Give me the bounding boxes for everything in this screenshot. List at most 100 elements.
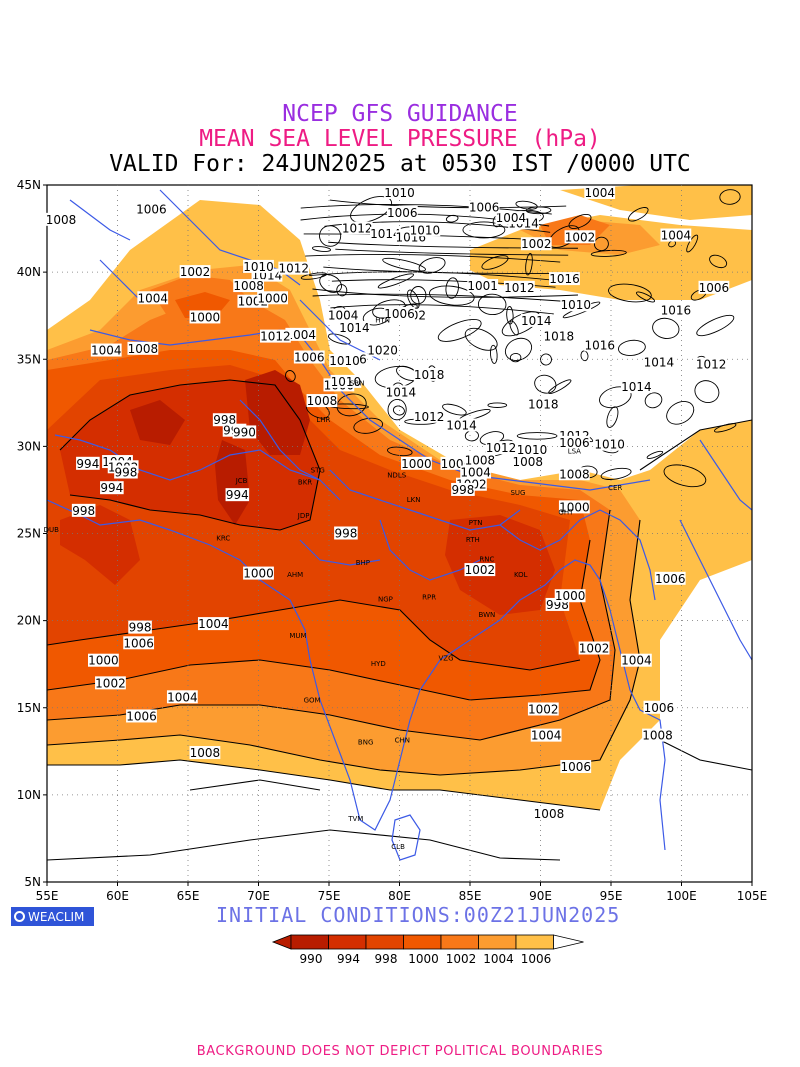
contour-label: 1010	[409, 223, 441, 237]
contour-label: 1004	[620, 653, 652, 668]
plateau-contour	[445, 277, 459, 299]
contour-label-text: 1008	[307, 394, 338, 408]
contour-label-box	[643, 700, 675, 714]
lon-tick-label: 55E	[36, 889, 59, 903]
contour-label-text: 1006	[560, 760, 591, 774]
contour-label-text: 994	[226, 488, 249, 502]
contour-label: 1006	[654, 571, 686, 586]
contour-label-box	[45, 212, 77, 226]
contour-label: 1004	[460, 465, 492, 480]
contour-label-box	[554, 589, 586, 603]
contour-label-box	[643, 355, 675, 369]
city-label: HYD	[371, 660, 386, 668]
contour-label-text: 1004	[328, 309, 359, 323]
city-label: KOL	[514, 571, 528, 579]
contour-label-text: 1008	[559, 467, 590, 481]
contour-label: 1001	[467, 279, 499, 293]
contour-label-text: 998	[334, 527, 357, 541]
map-title: NCEP GFS GUIDANCE	[282, 101, 518, 127]
mountain-contour	[305, 253, 561, 263]
legend-label: 994	[337, 952, 360, 966]
contour-label: 1006	[468, 200, 500, 215]
contour-label-text: 994	[76, 457, 99, 471]
contour-label-box	[100, 481, 124, 495]
contour-label: 1018	[413, 367, 445, 382]
contour-label: 1012	[485, 441, 517, 455]
contour-label-text: 1014	[644, 356, 675, 370]
mountain-contour	[335, 248, 569, 256]
legend-label: 998	[375, 952, 398, 966]
contour-label-text: 1008	[233, 279, 264, 293]
contour-label: 1016	[660, 303, 692, 317]
contour-label-box	[401, 456, 432, 470]
plateau-contour	[694, 380, 720, 403]
plateau-contour	[350, 196, 393, 223]
contour-label-box	[558, 467, 590, 481]
contour-label: 1000	[554, 589, 586, 603]
contour-label-text: 1012	[342, 222, 373, 236]
city-label: SUG	[510, 489, 525, 497]
contour-label-text: 1006	[387, 206, 418, 220]
city-label: LKN	[407, 496, 421, 504]
contour-label-box	[620, 653, 652, 667]
contour-label: 1006	[126, 709, 157, 723]
legend-label: 990	[300, 952, 323, 966]
plateau-contour	[382, 257, 427, 272]
contour-label-box	[189, 310, 221, 324]
lon-tick-label: 90E	[529, 889, 552, 903]
boundary-disclaimer: BACKGROUND DOES NOT DEPICT POLITICAL BOU…	[196, 1044, 604, 1059]
mountain-contour	[329, 199, 567, 209]
city-label: RPR	[422, 594, 436, 602]
contour-label-text: 1008	[513, 455, 544, 469]
contour-label: 998	[71, 504, 96, 518]
contour-label-text: 1014	[521, 314, 552, 328]
contour-label: 998	[334, 526, 358, 541]
contour-label-text: 1006	[469, 201, 500, 215]
initial-conditions: INITIAL CONDITIONS:00Z21JUN2025	[216, 903, 621, 927]
city-label: TVM	[347, 815, 363, 823]
contour-label: 1000	[257, 291, 288, 305]
contour-label-box	[233, 279, 265, 293]
contour-label-text: 1008	[46, 213, 77, 227]
contour-label: 1006	[293, 350, 325, 365]
contour-label-box	[516, 442, 548, 456]
contour-label: 1010	[384, 186, 415, 200]
legend-swatch	[328, 934, 367, 950]
contour-label: 1006	[384, 306, 415, 321]
plateau-contour	[709, 254, 728, 269]
contour-label-box	[367, 343, 398, 357]
contour-label: 1000	[243, 566, 274, 581]
contour-label: 1014	[370, 226, 401, 241]
legend-max-arrow	[553, 934, 584, 950]
contour-label-box	[166, 690, 198, 704]
contour-label-box	[88, 653, 119, 667]
contour-label: 1014	[338, 320, 370, 335]
contour-label: 1008	[642, 728, 673, 743]
contour-label-box	[123, 636, 155, 650]
contour-label-box	[446, 418, 477, 432]
contour-label-text: 1014	[339, 321, 370, 335]
lat-tick-label: 25N	[17, 527, 41, 541]
contour-label: 1004	[327, 308, 359, 323]
legend-swatch	[290, 934, 329, 950]
contour-label-box	[530, 728, 562, 742]
contour-label-text: 1012	[486, 441, 517, 455]
plateau-contour	[410, 286, 427, 305]
plateau-contour	[464, 327, 498, 351]
plateau-contour	[644, 392, 663, 409]
contour-label-box	[114, 465, 138, 479]
contour-label-box	[543, 329, 575, 343]
contour-label-box	[527, 397, 559, 411]
plateau-contour	[719, 189, 741, 205]
contour-label-box	[330, 374, 362, 388]
contour-label-text: 1002	[528, 702, 559, 716]
lon-tick-label: 60E	[106, 889, 129, 903]
contour-label-text: 1004	[137, 291, 168, 305]
city-label: GOM	[304, 697, 321, 705]
contour-label-box	[232, 425, 257, 439]
contour-label-text: 1000	[555, 589, 586, 603]
contour-label: 1006	[643, 700, 675, 715]
contour-label: 998	[451, 482, 475, 497]
contour-label-text: 1004	[584, 186, 615, 200]
plateau-contour	[525, 253, 533, 276]
